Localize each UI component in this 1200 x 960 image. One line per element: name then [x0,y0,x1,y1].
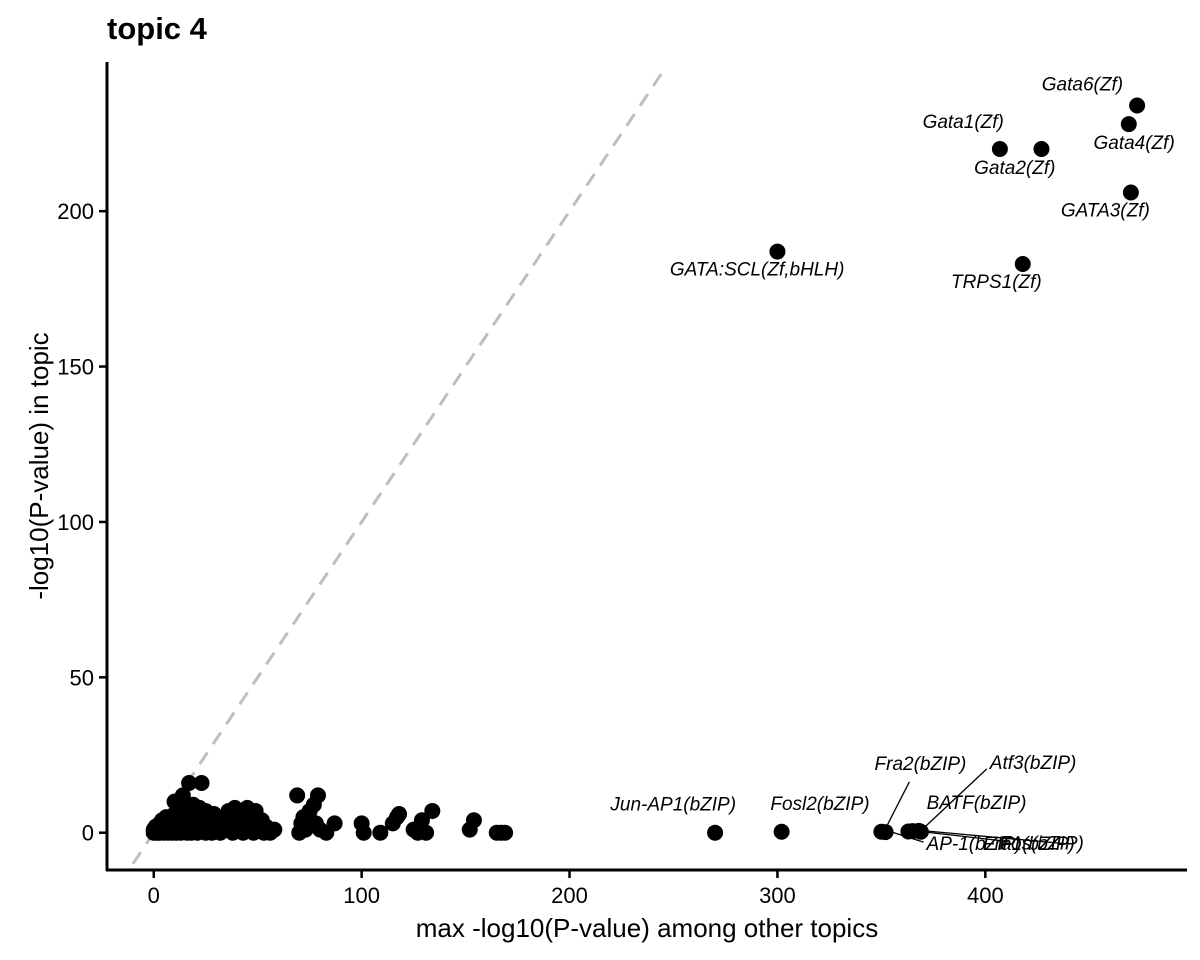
labeled-data-point [1033,141,1050,158]
point-label: Fra2(bZIP) [875,754,967,775]
labeled-data-point [1120,116,1137,133]
leader-line [923,830,1066,845]
leader-line [911,829,1009,843]
x-axis-title: max -log10(P-value) among other topics [416,913,878,943]
labeled-data-point [773,823,790,840]
point-label: Atf3(bZIP) [989,753,1077,774]
data-point [424,802,441,819]
point-labels: Gata6(Zf) Gata4(Zf) Gata1(Zf) Gata2(Zf) GATA… [609,75,1174,856]
leader-line [888,830,924,843]
chart-title: topic 4 [107,11,208,46]
data-point [181,774,198,791]
data-point [174,787,191,804]
labeled-data-point [991,141,1008,158]
labeled-data-point [769,243,786,260]
leader-line [921,768,988,831]
y-axis-title: -log10(P-value) in topic [24,332,54,599]
reference-line [131,70,665,865]
y-ticks: 0 50 100 150 200 [57,199,107,846]
data-point [497,824,514,841]
point-label: Gata6(Zf) [1042,75,1123,96]
point-label: Fosl2(bZIP) [770,794,869,815]
data-point [355,824,372,841]
data-point [309,787,326,804]
data-point [193,774,210,791]
x-tick-label: 400 [967,883,1004,908]
y-tick-label: 0 [82,821,94,846]
labeled-data-point [1129,97,1146,114]
data-point [391,806,408,823]
data-point [266,821,283,838]
y-tick-label: 150 [57,355,94,380]
x-ticks: 0 100 200 300 400 [148,870,1004,908]
data-point [418,824,435,841]
point-label: Gata1(Zf) [923,112,1004,133]
point-label: BATF(bZIP) [927,793,1027,814]
point-label: Fos(bZIP) [999,833,1083,854]
point-label: GATA3(Zf) [1061,201,1150,222]
y-tick-label: 50 [70,665,94,690]
x-tick-label: 0 [148,883,160,908]
leader-line [883,781,910,832]
y-tick-label: 100 [57,510,94,535]
x-tick-label: 300 [759,883,796,908]
point-label: Gata2(Zf) [974,158,1055,179]
labeled-data-point [877,824,894,841]
point-label: Fra1(bZIP) [983,834,1075,855]
labeled-data-point [707,824,724,841]
data-point [372,824,389,841]
x-tick-label: 100 [343,883,380,908]
leader-lines [883,768,1066,845]
data-point [465,812,482,829]
data-point [413,812,430,829]
point-label: GATA:SCL(Zf,bHLH) [670,260,845,281]
labeled-data-point [1014,256,1031,272]
point-label: AP-1(bZIP) [926,834,1022,855]
point-label: TRPS1(Zf) [951,272,1042,293]
x-tick-label: 200 [551,883,588,908]
data-point [326,815,343,832]
point-label: Jun-AP1(bZIP) [609,795,736,816]
data-point [289,787,306,804]
labeled-data-point [1122,184,1139,201]
y-tick-label: 200 [57,199,94,224]
points-layer [145,97,1146,841]
point-label: Gata4(Zf) [1093,133,1174,154]
